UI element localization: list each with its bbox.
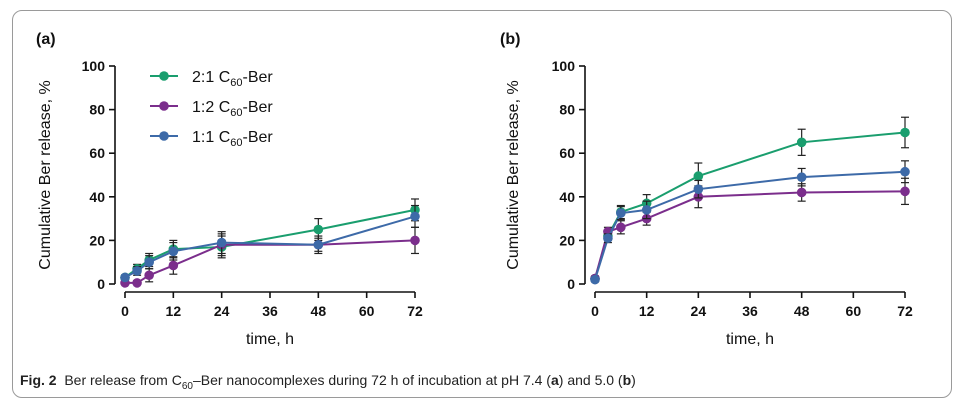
y-tick-label: 80	[89, 102, 105, 118]
data-point	[603, 233, 613, 244]
data-point	[590, 274, 600, 285]
x-axis-label: time, h	[726, 331, 774, 348]
x-tick-label: 60	[359, 303, 375, 319]
y-tick-label: 100	[552, 58, 576, 74]
y-tick-label: 60	[89, 145, 105, 161]
legend-marker	[159, 101, 169, 111]
series-line	[594, 170, 906, 280]
data-point	[410, 235, 420, 246]
data-point	[616, 222, 626, 233]
caption-label: Fig. 2	[20, 372, 57, 388]
y-tick-label: 100	[82, 58, 106, 74]
x-tick-label: 72	[897, 303, 913, 319]
x-tick-label: 0	[121, 303, 129, 319]
x-tick-label: 36	[742, 303, 758, 319]
y-axis-label: Cumulative Ber release, %	[505, 80, 522, 269]
data-point	[132, 266, 142, 276]
x-tick-label: 12	[166, 303, 182, 319]
legend-label: 2:1 C60-Ber	[192, 69, 273, 89]
x-axis-label: time, h	[246, 331, 294, 348]
data-point	[796, 137, 807, 148]
caption-sub: 60	[181, 380, 193, 392]
caption-text-4: )	[631, 372, 636, 388]
y-tick-label: 20	[89, 232, 105, 248]
y-tick-label: 40	[89, 189, 105, 205]
y-tick-label: 40	[559, 189, 575, 205]
data-point	[313, 224, 324, 235]
y-axis-label: Cumulative Ber release, %	[37, 80, 54, 269]
x-tick-label: 60	[846, 303, 862, 319]
data-point	[796, 172, 807, 182]
legend-marker	[159, 131, 169, 141]
x-tick-label: 0	[591, 303, 599, 319]
data-point	[900, 186, 910, 197]
y-tick-label: 80	[559, 102, 575, 118]
data-point	[132, 278, 142, 288]
data-point	[216, 237, 227, 248]
data-point	[900, 127, 910, 138]
x-tick-label: 12	[639, 303, 655, 319]
caption-text: Ber release from C	[64, 372, 182, 388]
panel-label: (a)	[36, 31, 56, 48]
legend-label: 1:1 C60-Ber	[192, 129, 273, 149]
figure-caption: Fig. 2 Ber release from C60–Ber nanocomp…	[20, 372, 636, 392]
x-tick-label: 24	[691, 303, 707, 319]
data-point	[693, 171, 704, 181]
data-point	[641, 205, 652, 215]
data-point	[313, 239, 324, 250]
x-tick-label: 72	[407, 303, 423, 319]
x-tick-label: 48	[794, 303, 810, 319]
x-tick-label: 24	[214, 303, 230, 319]
x-tick-label: 48	[311, 303, 327, 319]
data-point	[900, 166, 910, 177]
caption-panel-b: b	[622, 372, 632, 388]
y-tick-label: 60	[559, 145, 575, 161]
data-point	[616, 208, 626, 218]
data-point	[410, 211, 420, 222]
y-tick-label: 0	[97, 276, 105, 292]
series-line	[125, 239, 416, 284]
y-tick-label: 20	[559, 232, 575, 248]
legend-label: 1:2 C60-Ber	[192, 99, 273, 119]
legend-marker	[159, 71, 169, 81]
caption-text-2: –Ber nanocomplexes during 72 h of incuba…	[192, 372, 551, 388]
data-point	[168, 260, 179, 271]
data-point	[144, 257, 154, 268]
data-point	[168, 246, 179, 257]
series-line	[594, 131, 906, 279]
y-tick-label: 0	[567, 276, 575, 292]
figure-frame	[12, 10, 952, 398]
panel-label: (b)	[500, 31, 520, 48]
data-point	[796, 187, 807, 198]
caption-panel-a: a	[550, 372, 559, 388]
data-point	[693, 184, 704, 194]
caption-text-3: ) and 5.0 (	[558, 372, 623, 388]
data-point	[120, 272, 130, 283]
data-point	[144, 270, 154, 281]
x-tick-label: 36	[262, 303, 278, 319]
